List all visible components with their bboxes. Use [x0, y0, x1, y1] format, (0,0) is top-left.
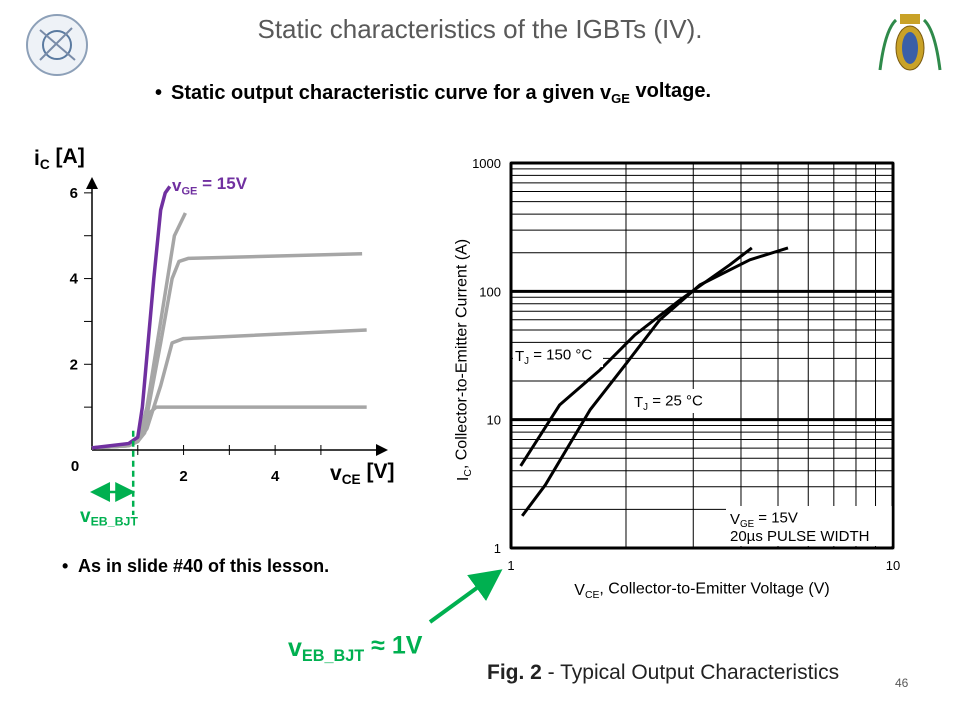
- curve: [91, 185, 172, 450]
- curve-annotation-part: GE: [181, 185, 197, 197]
- caption-part: Fig. 2: [487, 661, 542, 684]
- slide-title: Static characteristics of the IGBTs (IV)…: [257, 14, 702, 44]
- x-tick-label: 2: [179, 468, 187, 485]
- curve: [91, 251, 363, 450]
- bullet-part: GE: [611, 91, 630, 106]
- series-label: TJ = 150 °C: [515, 346, 592, 367]
- x-axis-label-part: , Collector-to-Emitter Voltage (V): [599, 580, 829, 597]
- right-logo: [878, 14, 942, 71]
- y-axis-label-part: i: [34, 147, 40, 170]
- caption-part: - Typical Output Characteristics: [542, 661, 839, 684]
- y-axis-label-part: C: [40, 157, 50, 172]
- x-axis-label: vCE [V]: [330, 460, 394, 487]
- page-number: 46: [895, 676, 909, 690]
- callout-arrow: [428, 569, 503, 624]
- curve-annotation-part: = 15V: [197, 174, 247, 193]
- x-tick-label: 10: [886, 558, 900, 573]
- curve: [91, 212, 187, 450]
- bullet-part: Static output characteristic curve for a…: [171, 82, 612, 104]
- curve-annotation-part: v: [172, 176, 182, 195]
- curve: [519, 246, 753, 467]
- x-axis-label: VCE, Collector-to-Emitter Voltage (V): [574, 580, 829, 601]
- legend-box: [513, 343, 603, 367]
- vth-label: vEB_BJT: [80, 506, 138, 529]
- series-label-part: J: [524, 356, 529, 367]
- note-box: [726, 506, 892, 546]
- callout-part: v: [288, 634, 302, 662]
- curve: [521, 246, 789, 517]
- bullet: Static output characteristic curve for a…: [171, 80, 711, 106]
- y-axis-label: IC, Collector-to-Emitter Current (A): [453, 239, 474, 481]
- chart-note-part: 20µs PULSE WIDTH: [730, 528, 870, 545]
- chart-note-part: V: [730, 511, 740, 528]
- y-tick-label: 2: [70, 356, 78, 373]
- y-tick-label: 1000: [472, 156, 501, 171]
- y-axis-label-part: , Collector-to-Emitter Current (A): [453, 239, 470, 469]
- chart-note: VGE = 15V: [730, 509, 798, 530]
- x-tick-label: 1: [507, 558, 514, 573]
- series-label-part: = 150 °C: [529, 346, 592, 363]
- y-tick-label: 4: [70, 271, 79, 288]
- y-axis-label-part: [A]: [50, 145, 85, 168]
- plot-frame: [509, 161, 895, 550]
- y-tick-label: 100: [479, 284, 501, 299]
- y-axis-label-part: I: [455, 477, 472, 481]
- series-label-part: T: [634, 394, 643, 411]
- vth-label-part: v: [80, 506, 91, 527]
- callout-part: ≈ 1V: [364, 631, 423, 659]
- y-tick-label: 10: [487, 413, 501, 428]
- caption: Fig. 2 - Typical Output Characteristics: [487, 661, 839, 684]
- callout-part: EB_BJT: [302, 647, 364, 665]
- x-axis-label-part: V: [574, 582, 585, 599]
- x-tick-label: 0: [71, 458, 79, 475]
- y-tick-label: 6: [70, 185, 78, 202]
- chart-note-part: GE: [740, 519, 755, 530]
- y-axis-label: iC [A]: [34, 145, 85, 172]
- x-tick-label: 4: [271, 468, 280, 485]
- x-axis-label-part: v: [330, 462, 342, 485]
- callout: vEB_BJT ≈ 1V: [288, 631, 423, 665]
- x-axis-label-part: CE: [342, 472, 361, 487]
- y-axis-label-part: C: [463, 469, 474, 477]
- curve-annotation: vGE = 15V: [172, 174, 248, 197]
- bullet-symbol: •: [62, 556, 68, 576]
- chart-note: 20µs PULSE WIDTH: [730, 528, 870, 545]
- series-label-part: = 25 °C: [648, 392, 703, 409]
- series-label-part: T: [515, 348, 524, 365]
- left-logo: [26, 14, 88, 76]
- x-axis-label-part: [V]: [361, 460, 395, 483]
- note: As in slide #40 of this lesson.: [78, 556, 329, 576]
- bullet-part: voltage.: [630, 80, 711, 102]
- series-label: TJ = 25 °C: [634, 392, 703, 413]
- legend-box: [632, 389, 714, 413]
- chart-note-part: = 15V: [754, 509, 798, 526]
- vth-label-part: EB_BJT: [91, 515, 139, 529]
- y-tick-label: 1: [494, 541, 501, 556]
- curve: [91, 328, 367, 450]
- x-axis-label-part: CE: [585, 590, 600, 601]
- series-label-part: J: [643, 402, 648, 413]
- bullet-symbol: •: [155, 82, 162, 104]
